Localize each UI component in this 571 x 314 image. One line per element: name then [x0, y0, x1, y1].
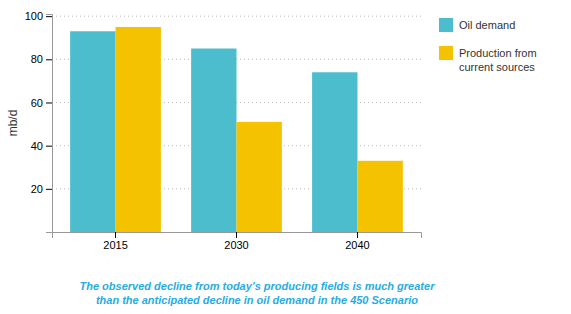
y-tick: 100 [25, 10, 52, 22]
y-tick-label: 40 [31, 140, 43, 152]
y-tick-label: 60 [31, 97, 43, 109]
bar [116, 27, 161, 232]
legend-swatch [439, 46, 453, 60]
y-tick-mark [46, 59, 52, 60]
legend-label: Production fromcurrent sources [459, 47, 537, 73]
y-tick-mark [46, 189, 52, 190]
y-tick-label: 80 [31, 53, 43, 65]
y-tick: 20 [31, 183, 52, 195]
chart-container: 20406080100201520302040mb/dOil demandPro… [0, 0, 571, 314]
y-tick: 80 [31, 53, 52, 65]
y-tick-mark [46, 102, 52, 103]
x-tick-label: 2040 [345, 239, 369, 251]
x-tick-label: 2015 [103, 239, 127, 251]
bar [312, 72, 357, 232]
x-axis-line [53, 233, 422, 239]
x-tick-label: 2030 [224, 239, 248, 251]
y-tick-mark [46, 16, 52, 17]
bar [237, 122, 282, 232]
y-axis-line [46, 15, 53, 233]
x-axis: 2015 2030 2040 [53, 232, 422, 251]
bar [191, 49, 236, 232]
y-tick-label: 100 [25, 10, 43, 22]
x-tick: 2040 [345, 232, 369, 251]
bar-series [70, 31, 357, 232]
y-tick-mark [46, 146, 52, 147]
x-tick-mark [236, 232, 237, 238]
caption: The observed decline from today’s produc… [79, 280, 435, 306]
legend-swatch [439, 18, 453, 32]
x-tick: 2030 [224, 232, 248, 251]
grid-line [52, 16, 421, 17]
legend-item: Production fromcurrent sources [439, 46, 537, 73]
x-tick-mark [115, 232, 116, 238]
bar-series [116, 27, 403, 232]
legend-label: Oil demand [459, 19, 515, 31]
plot-area: 20406080100201520302040 [25, 10, 422, 251]
y-tick: 60 [31, 97, 52, 109]
y-axis-title: mb/d [6, 110, 20, 137]
x-tick-mark [357, 232, 358, 238]
y-tick-label: 20 [31, 183, 43, 195]
bar [357, 161, 402, 232]
legend-item: Oil demand [439, 18, 515, 32]
x-tick: 2015 [103, 232, 127, 251]
bar [70, 31, 115, 232]
y-tick: 40 [31, 140, 52, 152]
legend: Oil demand Production fromcurrent sources [439, 18, 537, 73]
bars [70, 27, 403, 232]
y-axis: 20 40 60 80 100 [25, 10, 53, 232]
chart-svg: 20406080100201520302040mb/dOil demandPro… [0, 0, 571, 314]
